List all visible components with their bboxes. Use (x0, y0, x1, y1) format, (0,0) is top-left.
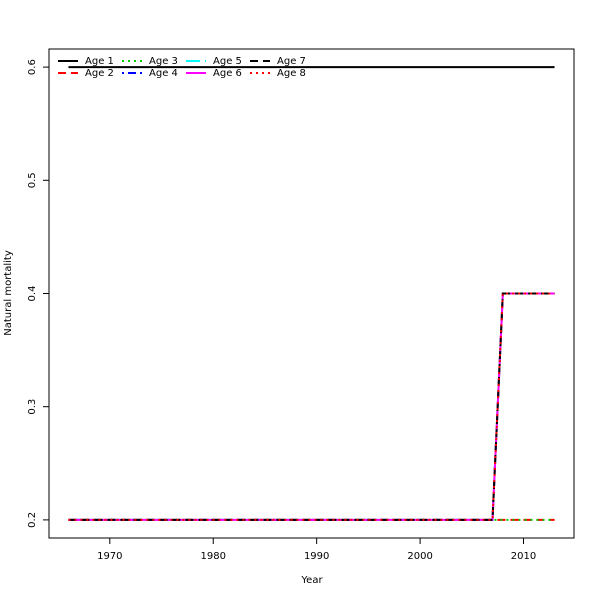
y-tick-label: 0.6 (27, 59, 38, 75)
legend-label: Age 6 (213, 68, 242, 79)
y-tick-label: 0.4 (27, 286, 38, 302)
y-tick-label: 0.3 (27, 399, 38, 415)
series-line (68, 292, 555, 521)
x-tick-label: 2010 (511, 551, 536, 562)
series-line (68, 292, 555, 521)
legend-label: Age 3 (149, 56, 178, 67)
y-axis-label: Natural mortality (3, 250, 14, 336)
legend-label: Age 8 (277, 68, 306, 79)
x-tick-label: 1970 (97, 551, 122, 562)
legend-label: Age 1 (85, 56, 114, 67)
series-line (68, 292, 555, 521)
y-tick-label: 0.2 (27, 512, 38, 528)
x-tick-label: 1980 (201, 551, 226, 562)
series-line (68, 292, 555, 521)
legend-label: Age 2 (85, 68, 114, 79)
legend-label: Age 7 (277, 56, 306, 67)
legend-label: Age 5 (213, 56, 242, 67)
legend-label: Age 4 (149, 68, 178, 79)
x-tick-label: 1990 (304, 551, 329, 562)
series-line (68, 292, 555, 521)
x-tick-label: 2000 (407, 551, 432, 562)
x-axis-label: Year (300, 575, 323, 586)
y-tick-label: 0.5 (27, 172, 38, 188)
